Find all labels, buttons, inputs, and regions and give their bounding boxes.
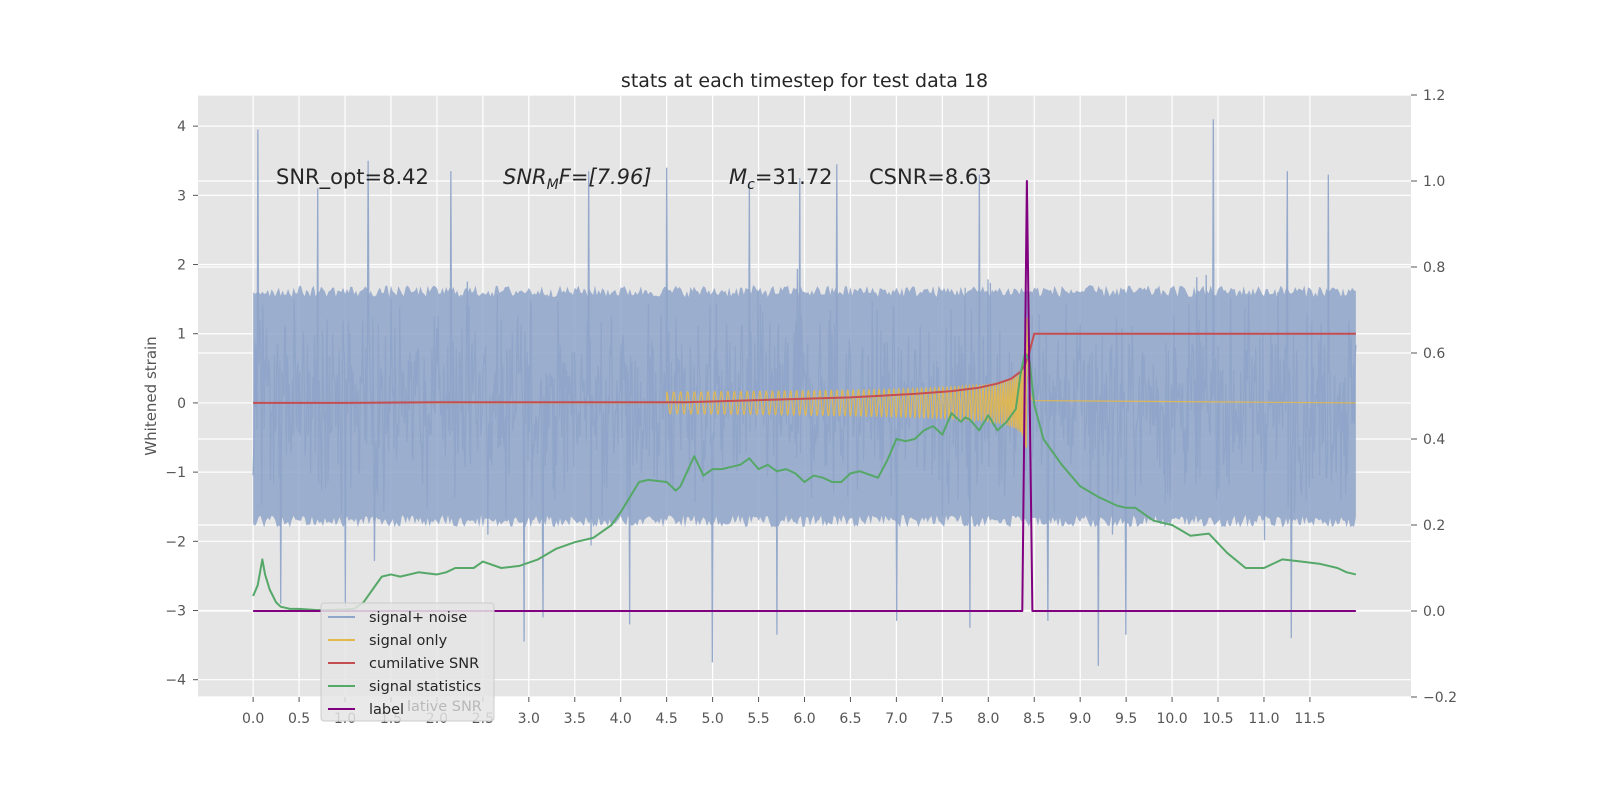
- annotation-snr-mf: SNRMF=[7.96]: [503, 165, 652, 193]
- x-tick-label: 4.5: [656, 711, 678, 727]
- x-tick-label: 3.5: [564, 711, 586, 727]
- y2-tick-label: −0.2: [1423, 690, 1457, 706]
- y-tick-label: 2: [177, 258, 186, 274]
- annotation-mc-main: M: [729, 165, 747, 189]
- y2-tick-label: 0.6: [1423, 346, 1445, 362]
- x-tick-label: 6.5: [839, 711, 861, 727]
- x-tick-label: 8.5: [1023, 711, 1045, 727]
- y-tick-label: 3: [177, 188, 186, 204]
- x-tick-label: 9.5: [1115, 711, 1137, 727]
- x-tick-label: 5.5: [747, 711, 769, 727]
- signal-series: [253, 318, 1356, 448]
- y2-tick-label: 0.4: [1423, 432, 1445, 448]
- legend-label: label: [369, 702, 404, 718]
- x-tick-label: 0.0: [242, 711, 264, 727]
- x-tick-label: 11.0: [1248, 711, 1279, 727]
- y-tick-label: 1: [177, 327, 186, 343]
- x-tick-label: 10.5: [1202, 711, 1233, 727]
- annotation-snr-mf-main: SNR: [503, 165, 547, 189]
- series-line-signal-statistics: [252, 352, 1357, 612]
- annotation-mc-sub: c: [747, 177, 755, 193]
- annotation-snr-mf-rest: F=[7.96]: [559, 165, 652, 189]
- y-tick-label: −3: [165, 604, 186, 620]
- x-tick-label: 9.0: [1069, 711, 1091, 727]
- chart-title: stats at each timestep for test data 18: [621, 70, 988, 92]
- y-tick-label: −1: [165, 465, 186, 481]
- y2-tick-label: 0.2: [1423, 518, 1445, 534]
- legend: lative SNR signal+ noise signal only cumila…: [320, 602, 495, 722]
- series-line-label: [253, 180, 1356, 612]
- legend-label: signal+ noise: [369, 610, 467, 626]
- y2-tick-label: 1.2: [1423, 88, 1445, 104]
- annotation-snr-mf-sub: M: [547, 177, 559, 193]
- x-tick-label: 3.0: [518, 711, 540, 727]
- x-tick-label: 5.0: [701, 711, 723, 727]
- y-axis-label: Whitened strain: [142, 336, 160, 455]
- legend-box: [320, 602, 495, 722]
- x-tick-label: 7.5: [931, 711, 953, 727]
- x-tick-label: 11.5: [1294, 711, 1325, 727]
- legend-residual-text: lative SNR: [407, 699, 482, 715]
- legend-label: cumilative SNR: [369, 656, 479, 672]
- legend-label: signal statistics: [369, 679, 481, 695]
- x-tick-label: 7.0: [885, 711, 907, 727]
- legend-label: signal only: [369, 633, 448, 649]
- y-tick-label: −2: [165, 534, 186, 550]
- y-tick-label: −4: [165, 673, 186, 689]
- line-series: [252, 180, 1357, 612]
- annotation-mc: Mc=31.72: [729, 165, 833, 193]
- y-tick-label: 4: [177, 119, 186, 135]
- x-tick-label: 6.0: [793, 711, 815, 727]
- x-tick-label: 0.5: [288, 711, 310, 727]
- annotation-mc-rest: =31.72: [755, 165, 833, 189]
- annotation-csnr: CSNR=8.63: [869, 165, 992, 189]
- y-tick-label: 0: [177, 396, 186, 412]
- annotation-snr-opt: SNR_opt=8.42: [276, 165, 429, 190]
- y2-tick-label: 1.0: [1423, 174, 1445, 190]
- y2-tick-label: 0.0: [1423, 604, 1445, 620]
- x-tick-label: 8.0: [977, 711, 999, 727]
- x-tick-label: 10.0: [1156, 711, 1187, 727]
- series-line-signal-only: [253, 318, 1356, 448]
- y2-tick-label: 0.8: [1423, 260, 1445, 276]
- x-tick-label: 4.0: [610, 711, 632, 727]
